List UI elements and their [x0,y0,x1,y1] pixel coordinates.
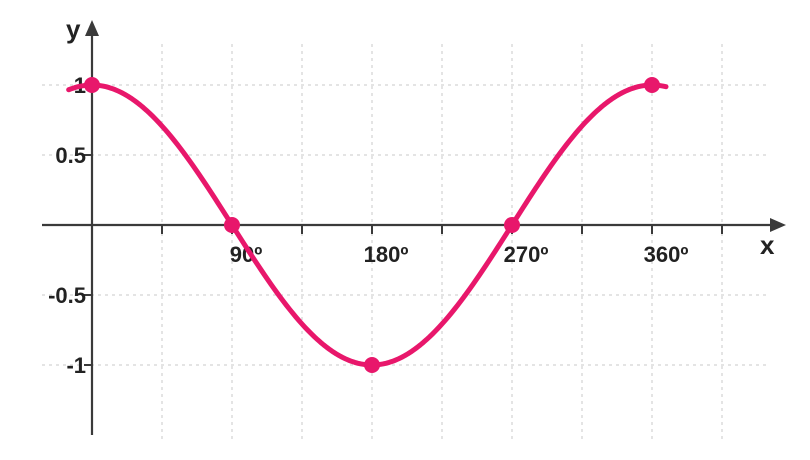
y-tick-label: -1 [66,353,86,378]
y-tick-label: -0.5 [48,283,86,308]
data-point [224,217,240,233]
x-axis-arrow [770,218,786,232]
data-point [644,77,660,93]
data-point [504,217,520,233]
x-tick-label: 270º [504,242,549,267]
x-tick-label: 180º [364,242,409,267]
data-point [364,357,380,373]
x-tick-label: 360º [644,242,689,267]
y-axis-title: y [66,14,81,44]
axes: x y [42,14,786,435]
y-axis-arrow [85,20,99,36]
plot-area [66,77,669,373]
y-tick-label: 0.5 [55,143,86,168]
data-point [84,77,100,93]
x-axis-title: x [760,230,775,260]
grid [42,44,770,440]
